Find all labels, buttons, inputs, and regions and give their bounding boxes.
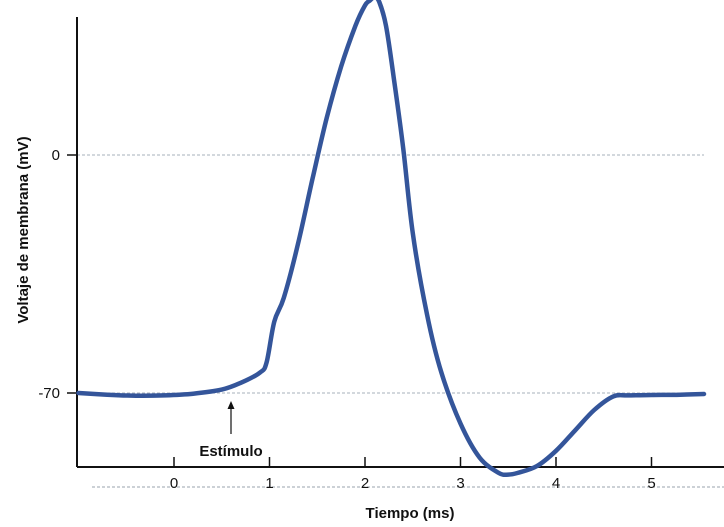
y-tick-label: -70 <box>38 385 60 402</box>
stimulus-arrow-head <box>227 401 235 409</box>
axes <box>76 17 724 488</box>
x-ticks: 0 1 2 3 4 5 <box>170 457 656 492</box>
voltage-series-line <box>76 0 707 478</box>
x-tick-label: 4 <box>552 475 560 492</box>
x-axis-title: Tiempo (ms) <box>366 505 455 522</box>
x-tick-label: 5 <box>647 475 655 492</box>
x-tick-label: 0 <box>170 475 178 492</box>
y-tick-label: 0 <box>52 147 60 164</box>
y-ticks: 500-70 <box>38 147 77 402</box>
grid-lines <box>77 154 704 394</box>
stimulus-annotation: Estímulo <box>199 401 263 460</box>
y-axis-title: Voltaje de membrana (mV) <box>15 136 32 323</box>
x-tick-label: 2 <box>361 475 369 492</box>
x-tick-label: 3 <box>456 475 464 492</box>
x-tick-label: 1 <box>265 475 273 492</box>
stimulus-label: Estímulo <box>199 443 262 460</box>
